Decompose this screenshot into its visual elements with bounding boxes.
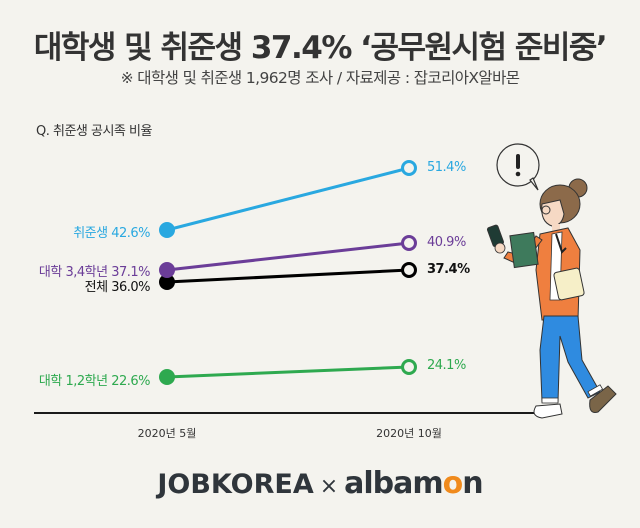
label-upper-end: 40.9% [427, 235, 466, 250]
line-upper [166, 241, 410, 272]
label-lower-end: 24.1% [427, 358, 466, 373]
label-job-seekers-start: 취준생 42.6% [73, 226, 150, 241]
label-total-end: 37.4% [427, 262, 470, 277]
partner-logos: JOBKOREA × albamon [0, 466, 640, 501]
albamon-logo-o: o [442, 466, 464, 501]
label-total-start: 전체 36.0% [84, 280, 151, 295]
page-subtitle: ※ 대학생 및 취준생 1,962명 조사 / 자료제공 : 잡코리아X알바몬 [120, 69, 520, 87]
albamon-logo-text-n: n [462, 466, 483, 501]
logo-separator: × [319, 474, 339, 499]
x-tick-may: 2020년 5월 [137, 427, 197, 440]
line-job-seekers [166, 166, 410, 232]
albamon-logo-text-a: albam [344, 466, 444, 501]
line-lower [166, 365, 410, 379]
x-tick-october: 2020년 10월 [376, 427, 442, 440]
label-job-seekers-end: 51.4% [427, 160, 466, 175]
student-illustration [486, 143, 617, 419]
point-upper-end [401, 235, 417, 251]
line-total [166, 268, 410, 284]
albamon-logo: albamon [344, 466, 484, 501]
jobkorea-logo: JOBKOREA [157, 469, 314, 500]
page-title: 대학생 및 취준생 37.4% ‘공무원시험 준비중’ [33, 30, 608, 66]
point-lower-end [401, 359, 417, 375]
point-total-end [401, 262, 417, 278]
point-job-seekers-end [401, 160, 417, 176]
point-lower-start [159, 369, 175, 385]
label-lower-start: 대학 1,2학년 22.6% [38, 374, 151, 389]
point-job-seekers-start [159, 222, 175, 238]
label-upper-start: 대학 3,4학년 37.1% [38, 265, 151, 280]
point-total-start [159, 274, 175, 290]
chart-question: Q. 취준생 공시족 비율 [36, 124, 152, 139]
speech-bubble-icon [496, 143, 540, 191]
point-upper-start [159, 262, 175, 278]
